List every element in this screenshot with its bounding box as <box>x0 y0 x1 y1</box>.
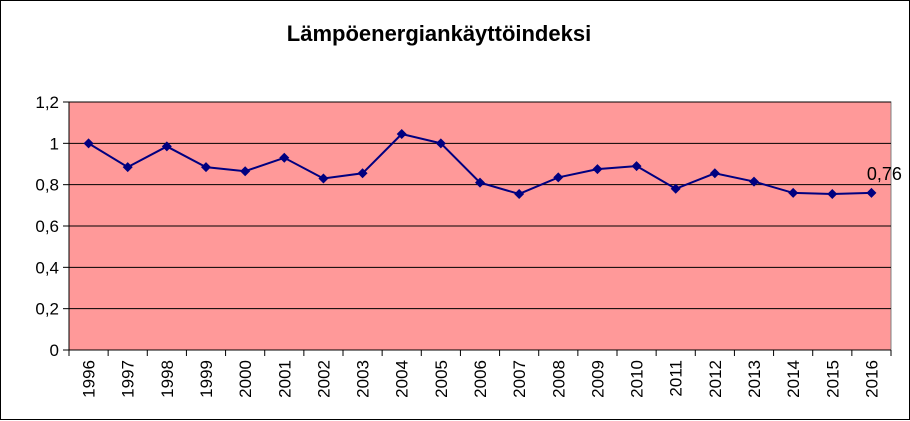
data-point <box>83 138 94 149</box>
x-tick-label: 1999 <box>197 360 216 398</box>
x-tick-label: 1997 <box>119 360 138 398</box>
x-tick-label: 2000 <box>236 360 255 398</box>
x-tick-label: 1996 <box>80 360 99 398</box>
data-point <box>201 162 211 173</box>
y-tick-label: 0 <box>50 341 59 360</box>
x-tick-label: 2006 <box>471 360 490 398</box>
data-point <box>670 183 681 194</box>
data-point <box>122 162 133 173</box>
data-label-last-point: 0,76 <box>867 164 902 184</box>
x-tick-label: 2007 <box>510 360 529 398</box>
data-point <box>279 152 290 163</box>
x-tick-label: 2003 <box>354 360 373 398</box>
data-point <box>161 141 172 152</box>
data-point <box>435 138 446 149</box>
x-tick-label: 2002 <box>314 360 333 398</box>
x-tick-label: 2016 <box>862 360 881 398</box>
data-point <box>475 177 485 188</box>
x-tick-label: 2008 <box>549 360 568 398</box>
axes <box>63 101 892 356</box>
y-tick-label: 0,2 <box>35 300 59 319</box>
y-tick-label: 1,2 <box>35 93 59 112</box>
data-point <box>357 168 368 179</box>
data-point <box>240 166 251 177</box>
x-tick-label: 2004 <box>393 360 412 398</box>
data-point <box>553 172 564 183</box>
y-tick-label: 0,4 <box>35 258 59 277</box>
y-tick-label: 0,6 <box>35 217 59 236</box>
data-point <box>318 173 329 184</box>
y-tick-label: 0,8 <box>35 176 59 195</box>
data-point <box>514 188 525 199</box>
x-axis-ticks: 1996 1997 1998 1999 2000 2001 2002 2003 2004 2005… <box>80 360 882 398</box>
y-axis-ticks: 0 0,2 0,4 0,6 0,8 1 1,2 <box>35 93 59 360</box>
data-point <box>827 188 838 199</box>
x-tick-label: 2014 <box>784 360 803 398</box>
chart-title: Lämpöenergiankäyttöindeksi <box>287 21 591 46</box>
data-point <box>866 187 877 198</box>
x-tick-label: 2009 <box>588 360 607 398</box>
gridlines <box>69 101 891 310</box>
x-tick-label: 2015 <box>823 360 842 398</box>
x-tick-label: 2001 <box>275 360 294 398</box>
data-point <box>709 168 720 179</box>
data-point <box>631 161 642 172</box>
y-tick-label: 1 <box>50 134 59 153</box>
data-point <box>749 176 759 187</box>
x-tick-label: 2010 <box>628 360 647 398</box>
x-tick-label: 2012 <box>706 360 725 398</box>
x-tick-label: 1998 <box>158 360 177 398</box>
x-tick-label: 2013 <box>745 360 764 398</box>
data-point <box>788 187 799 198</box>
data-point <box>396 129 407 140</box>
series-index <box>83 129 877 199</box>
x-tick-label: 2005 <box>432 360 451 398</box>
data-point <box>592 164 603 175</box>
x-tick-label: 2011 <box>667 360 686 397</box>
